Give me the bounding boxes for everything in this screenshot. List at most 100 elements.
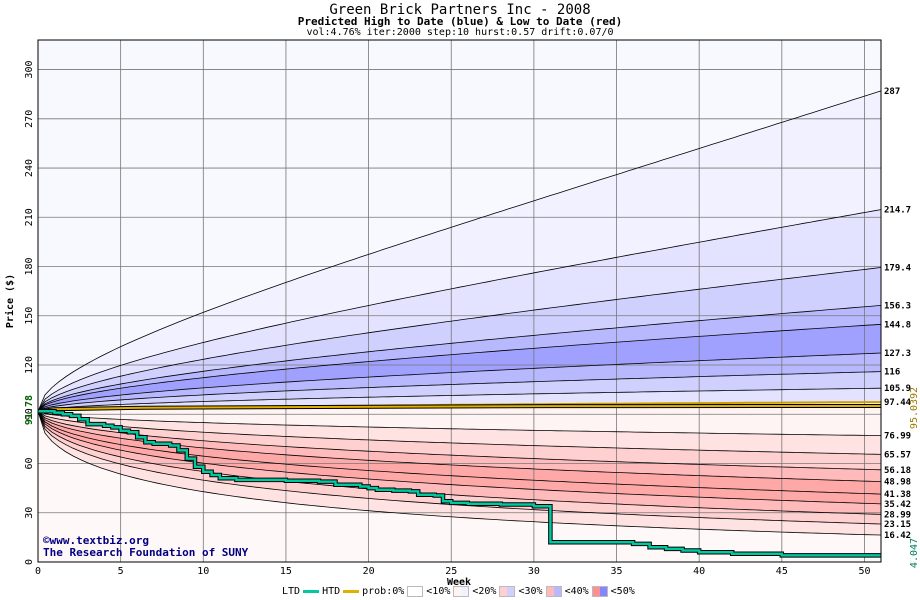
legend-p50-label: <50% — [610, 586, 635, 597]
band-red-4 — [38, 411, 881, 504]
x-tick-35: 35 — [611, 566, 623, 577]
start-price-label: 91.78 — [24, 395, 35, 425]
legend-ltd-line — [303, 590, 320, 593]
quantile-curve-76.99 — [37, 410, 882, 436]
legend-ltd-label: LTD — [282, 586, 301, 597]
x-tick-15: 15 — [280, 566, 292, 577]
legend-htd-line — [343, 590, 360, 593]
quantile-label-156.3: 156.3 — [884, 301, 911, 311]
quantile-label-179.4: 179.4 — [884, 264, 912, 274]
band-blue-3 — [38, 305, 881, 412]
chart-subtitle: Predicted High to Date (blue) & Low to D… — [297, 15, 623, 28]
x-tick-0: 0 — [35, 566, 41, 577]
quantile-curve-144.8 — [37, 323, 882, 412]
quantile-label-116: 116 — [884, 368, 900, 378]
x-tick-20: 20 — [363, 566, 375, 577]
quantile-curve-214.7 — [37, 209, 882, 412]
x-tick-30: 30 — [528, 566, 540, 577]
quantile-label-41.38: 41.38 — [884, 490, 911, 500]
quantile-label-97.44: 97.44 — [884, 398, 912, 408]
legend: LTD HTD prob:0% <10% <20% <30% <40% <50% — [282, 586, 635, 597]
grid-layer — [37, 40, 881, 563]
quantile-label-144.8: 144.8 — [884, 320, 911, 330]
band-red-7 — [38, 411, 881, 535]
quantile-label-28.99: 28.99 — [884, 510, 911, 520]
x-tick-25: 25 — [445, 566, 457, 577]
band-middle — [38, 402, 881, 436]
x-tick-45: 45 — [776, 566, 788, 577]
legend-swatch-40 — [591, 586, 608, 597]
band-blue-0 — [38, 90, 881, 412]
plot-frame — [37, 39, 882, 563]
x-axis-label: Week — [447, 577, 471, 588]
axis-layer: 0 5 10 15 20 25 30 35 40 45 50 0 30 60 90 120 150 180 210 2… — [24, 61, 870, 577]
y-tick-90: 90 — [24, 408, 35, 420]
legend-p30-label: <30% — [518, 586, 543, 597]
quantile-curve-16.42 — [37, 411, 882, 536]
band-layer — [38, 40, 881, 562]
quantile-curve-56.18 — [37, 411, 882, 471]
band-blue-2 — [38, 267, 881, 412]
quantile-label-214.7: 214.7 — [884, 206, 911, 216]
y-tick-180: 180 — [24, 257, 35, 275]
legend-prob-label: prob:0% — [362, 586, 405, 597]
quantile-label-76.99: 76.99 — [884, 432, 911, 442]
band-red-bottom — [38, 411, 881, 562]
x-tick-5: 5 — [118, 566, 124, 577]
quantile-curve-28.99 — [37, 411, 882, 515]
y-tick-270: 270 — [24, 110, 35, 128]
quantile-label-127.3: 127.3 — [884, 349, 911, 359]
band-blue-6 — [38, 371, 881, 412]
y-tick-120: 120 — [24, 356, 35, 374]
y-tick-150: 150 — [24, 307, 35, 325]
quantile-curve-127.3 — [37, 352, 882, 412]
band-blue-4 — [38, 324, 881, 412]
quantile-label-65.57: 65.57 — [884, 450, 911, 460]
quantile-curve-156.3 — [37, 305, 882, 412]
y-tick-300: 300 — [24, 61, 35, 79]
quantile-curve-41.38 — [37, 411, 882, 495]
legend-htd-label: HTD — [322, 586, 341, 597]
chart-title: Green Brick Partners Inc - 2008 — [329, 2, 591, 18]
legend-swatch-10 — [453, 586, 470, 597]
chart-params: vol:4.76% iter:2000 step:10 hurst:0.57 d… — [306, 27, 614, 38]
ltd-line — [38, 410, 881, 557]
band-red-2 — [38, 411, 881, 482]
credit-site: ©www.textbiz.org — [43, 534, 149, 547]
quantile-label-16.42: 16.42 — [884, 531, 911, 541]
ltd-final-label: 4.047 — [909, 538, 920, 568]
band-blue-5 — [38, 353, 881, 412]
quantile-curve-116 — [37, 371, 882, 412]
y-tick-240: 240 — [24, 159, 35, 177]
x-tick-40: 40 — [693, 566, 705, 577]
x-tick-50: 50 — [858, 566, 870, 577]
quantile-curve-35.42 — [37, 411, 882, 505]
band-red-5 — [38, 411, 881, 515]
quantile-curve-105.9 — [37, 387, 882, 412]
band-red-3 — [38, 411, 881, 495]
quantile-curve-287 — [37, 90, 882, 412]
legend-swatch-20 — [499, 586, 516, 597]
quantile-label-35.42: 35.42 — [884, 500, 911, 510]
credit-org: The Research Foundation of SUNY — [43, 546, 249, 559]
y-tick-30: 30 — [24, 507, 35, 519]
legend-p20-label: <20% — [472, 586, 497, 597]
y-tick-210: 210 — [24, 208, 35, 226]
quantile-curve-179.4 — [37, 267, 882, 412]
quantile-label-105.9: 105.9 — [884, 384, 911, 394]
quantile-label-287: 287 — [884, 87, 900, 97]
quantile-label-56.18: 56.18 — [884, 466, 911, 476]
band-blue-top — [38, 40, 881, 412]
legend-p40-label: <40% — [564, 586, 589, 597]
band-red-1 — [38, 411, 881, 470]
legend-swatch-0 — [407, 586, 424, 597]
quantile-curve-65.57 — [37, 410, 882, 455]
quantile-label-23.15: 23.15 — [884, 520, 911, 530]
quantile-label-48.98: 48.98 — [884, 478, 911, 488]
htd-final-label: 95.0392 — [909, 387, 920, 429]
band-blue-1 — [38, 209, 881, 412]
y-tick-60: 60 — [24, 457, 35, 469]
legend-swatch-30 — [545, 586, 562, 597]
series-layer — [37, 404, 882, 558]
